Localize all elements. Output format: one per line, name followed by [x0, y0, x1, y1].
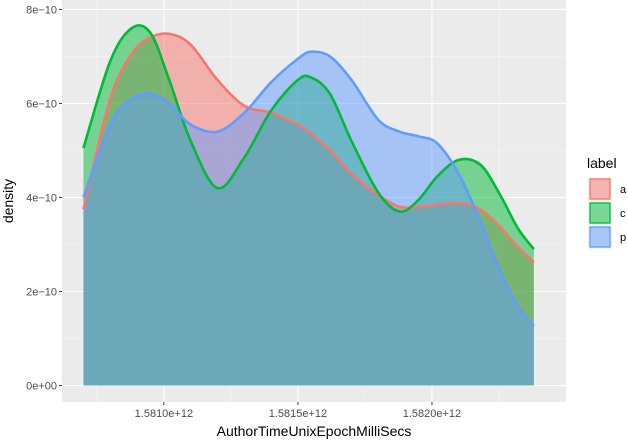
x-tick-label: 1.5820e+12 [403, 408, 461, 420]
legend-title: label [587, 155, 617, 171]
legend-label-c: c [620, 208, 626, 220]
legend-label-a: a [620, 184, 627, 196]
y-tick-label: 6e−10 [26, 98, 57, 110]
axes: 1.5810e+12 1.5815e+12 1.5820e+12 0e+00 2e−10… [26, 4, 461, 420]
density-area-p [83, 51, 534, 386]
y-tick-label: 0e+00 [26, 381, 57, 393]
x-tick-label: 1.5815e+12 [269, 408, 327, 420]
legend-swatch-c [589, 202, 611, 224]
y-tick-label: 2e−10 [26, 287, 57, 299]
legend-key-a: a [588, 177, 627, 201]
density-areas [83, 25, 534, 386]
x-axis-title: AuthorTimeUnixEpochMilliSecs [217, 423, 412, 439]
density-line-a [82, 32, 535, 264]
legend-label-p: p [620, 232, 626, 244]
x-tick-label: 1.5810e+12 [135, 408, 193, 420]
legend-swatch-p [589, 226, 611, 248]
density-lines [82, 24, 535, 327]
y-tick-label: 4e−10 [26, 192, 57, 204]
y-axis-title: density [0, 179, 16, 223]
y-tick-label: 8e−10 [26, 4, 57, 16]
density-line-p [82, 50, 535, 327]
legend: label acp [587, 155, 627, 249]
legend-key-c: c [588, 201, 626, 225]
legend-key-p: p [588, 225, 626, 249]
legend-swatch-a [589, 178, 611, 200]
density-line-c [82, 24, 535, 250]
